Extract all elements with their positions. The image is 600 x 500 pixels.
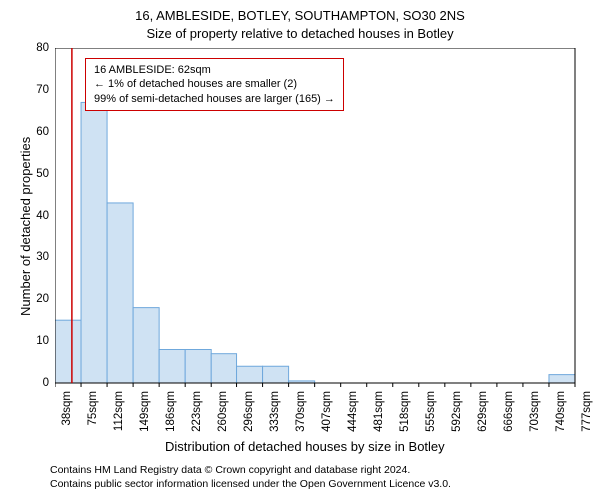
x-tick-label: 777sqm [581, 391, 593, 437]
x-tick-label: 444sqm [347, 391, 359, 437]
footer-line2: Contains public sector information licen… [50, 477, 451, 491]
x-tick-label: 370sqm [295, 391, 307, 437]
y-tick-label: 10 [25, 335, 49, 347]
x-tick-label: 112sqm [113, 391, 125, 437]
x-tick-label: 223sqm [191, 391, 203, 437]
footer-line1: Contains HM Land Registry data © Crown c… [50, 463, 451, 477]
x-tick-label: 407sqm [321, 391, 333, 437]
x-tick-label: 38sqm [61, 391, 73, 437]
callout-line2: ← 1% of detached houses are smaller (2) [94, 77, 335, 91]
x-tick-label: 629sqm [477, 391, 489, 437]
x-tick-label: 666sqm [503, 391, 515, 437]
chart-title-line2: Size of property relative to detached ho… [0, 26, 600, 41]
chart-title-line1: 16, AMBLESIDE, BOTLEY, SOUTHAMPTON, SO30… [0, 8, 600, 23]
x-tick-label: 555sqm [425, 391, 437, 437]
footer-attribution: Contains HM Land Registry data © Crown c… [50, 463, 451, 491]
x-tick-label: 186sqm [165, 391, 177, 437]
y-tick-label: 80 [25, 42, 49, 54]
callout-box: 16 AMBLESIDE: 62sqm ← 1% of detached hou… [85, 58, 344, 111]
y-tick-label: 0 [25, 377, 49, 389]
x-tick-label: 149sqm [139, 391, 151, 437]
callout-line3: 99% of semi-detached houses are larger (… [94, 92, 335, 106]
x-tick-label: 481sqm [373, 391, 385, 437]
x-tick-label: 518sqm [399, 391, 411, 437]
x-tick-label: 740sqm [555, 391, 567, 437]
x-tick-label: 592sqm [451, 391, 463, 437]
callout-line1: 16 AMBLESIDE: 62sqm [94, 63, 335, 77]
y-axis-label: Number of detached properties [18, 136, 33, 315]
x-axis-label: Distribution of detached houses by size … [165, 439, 445, 454]
x-tick-label: 296sqm [243, 391, 255, 437]
y-tick-label: 70 [25, 84, 49, 96]
x-tick-label: 75sqm [87, 391, 99, 437]
x-tick-label: 260sqm [217, 391, 229, 437]
x-tick-label: 333sqm [269, 391, 281, 437]
x-tick-label: 703sqm [529, 391, 541, 437]
